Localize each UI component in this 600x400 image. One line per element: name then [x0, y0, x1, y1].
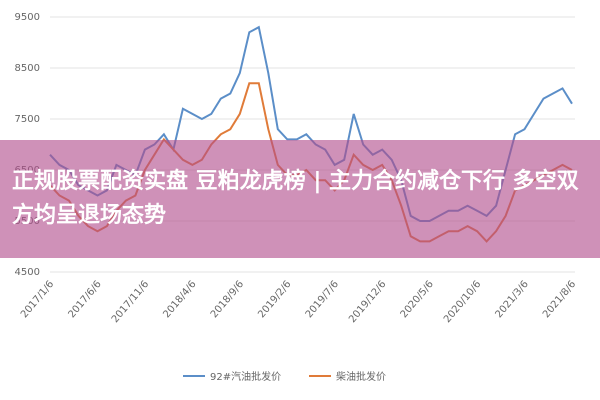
x-tick-label: 2021/3/6 [494, 279, 531, 320]
x-tick-label: 2018/9/6 [209, 279, 246, 320]
x-tick-label: 2019/2/6 [256, 279, 293, 320]
y-tick-label: 9500 [15, 12, 40, 23]
y-tick-label: 4500 [15, 267, 40, 278]
x-tick-label: 2019/7/6 [304, 279, 341, 320]
x-tick-label: 2020/5/6 [399, 279, 436, 320]
legend-label: 92#汽油批发价 [210, 370, 281, 383]
y-tick-label: 7500 [15, 114, 40, 125]
x-tick-label: 2020/10/6 [442, 279, 483, 325]
x-tick-label: 2019/12/6 [347, 279, 388, 325]
banner-title: 正规股票配资实盘 豆粕龙虎榜 | 主力合约减仓下行 多空双方均呈退场态势 [12, 169, 579, 228]
y-tick-label: 8500 [15, 63, 40, 74]
banner: 正规股票配资实盘 豆粕龙虎榜 | 主力合约减仓下行 多空双方均呈退场态势 [0, 140, 600, 258]
x-tick-label: 2017/1/6 [19, 279, 56, 320]
legend-label: 柴油批发价 [336, 370, 386, 383]
x-tick-label: 2017/11/6 [110, 279, 151, 325]
x-tick-label: 2017/6/6 [66, 279, 103, 320]
x-tick-label: 2018/4/6 [161, 279, 198, 320]
x-tick-label: 2021/8/6 [541, 279, 578, 320]
